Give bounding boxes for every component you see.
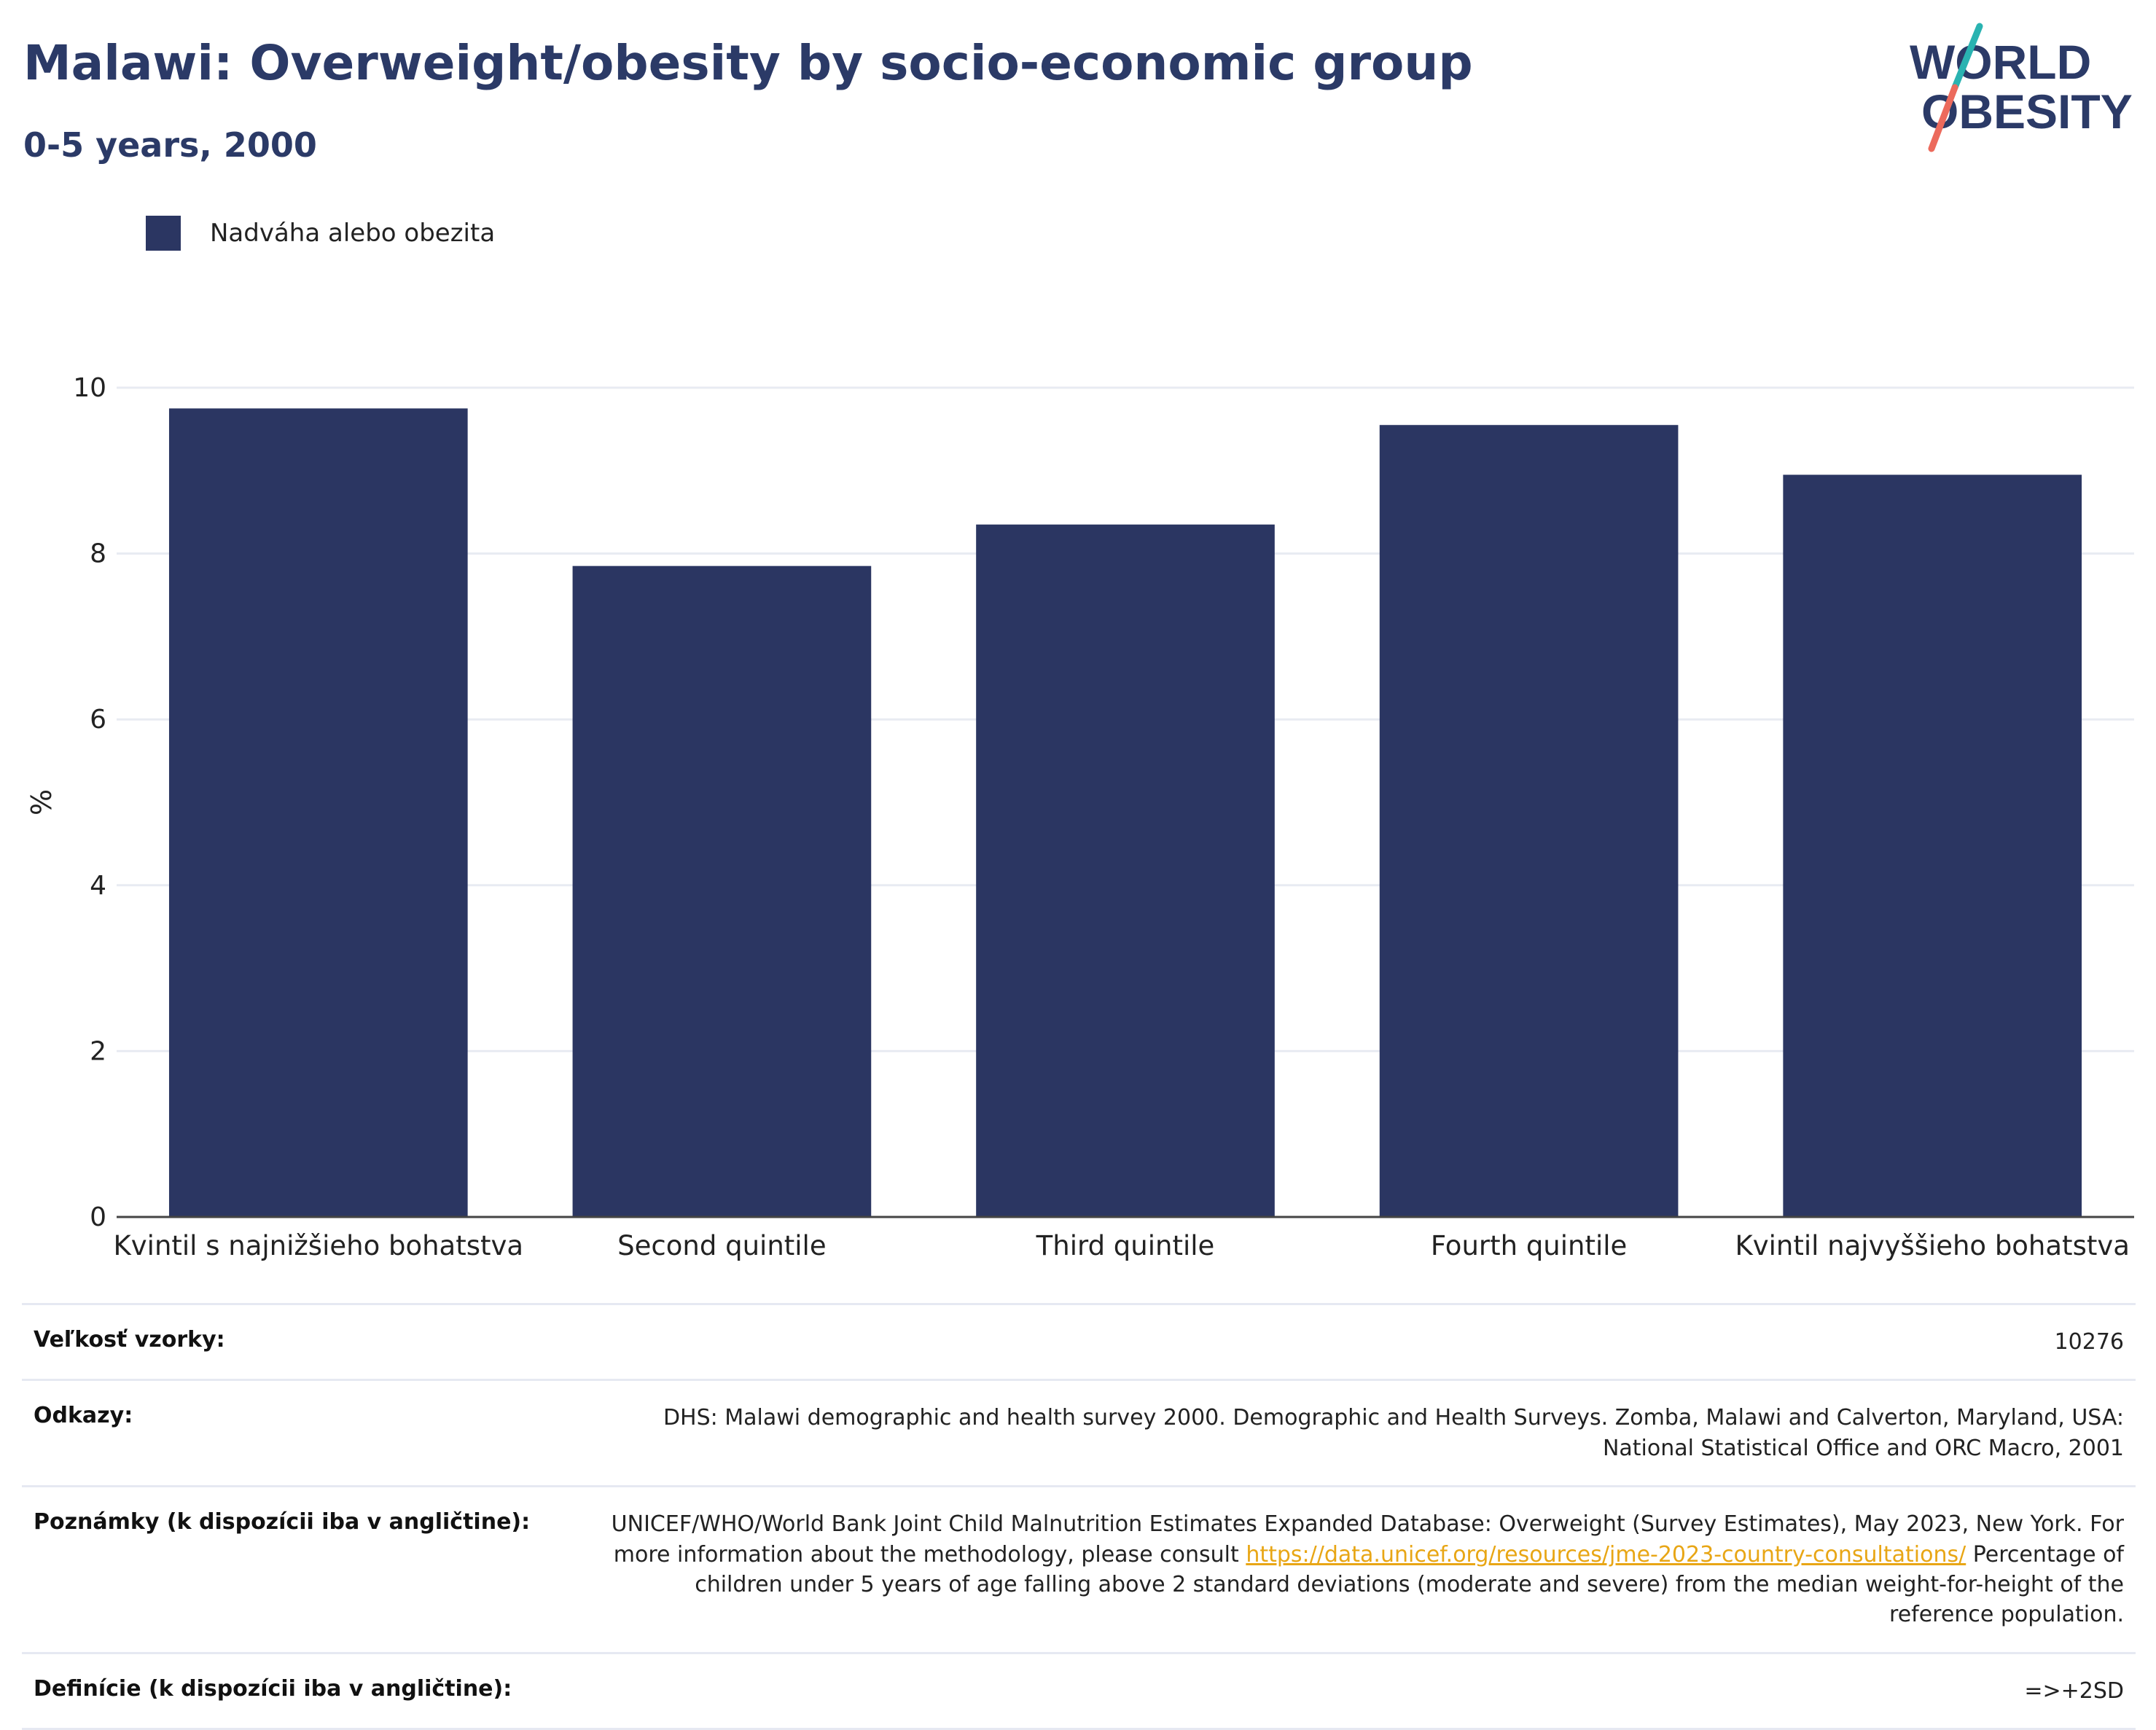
- references-value: DHS: Malawi demographic and health surve…: [663, 1405, 2124, 1461]
- y-tick-label: 10: [73, 373, 106, 403]
- notes-label: Poznámky (k dispozícii iba v angličtine)…: [34, 1509, 531, 1535]
- bar: [168, 408, 468, 1218]
- notes-text-after: Percentage of children under 5 years of …: [695, 1541, 2124, 1628]
- logo-line-1: WORLD: [1910, 35, 2091, 89]
- x-tick-label: Kvintil najvyššieho bohatstva: [1735, 1230, 2129, 1261]
- bar: [572, 565, 872, 1217]
- references-row: Odkazy: DHS: Malawi demographic and heal…: [22, 1379, 2136, 1485]
- y-axis-label: %: [26, 789, 58, 815]
- notes-link[interactable]: https://data.unicef.org/resources/jme-20…: [1246, 1541, 1966, 1567]
- logo-line-2: OBESITY: [1921, 85, 2133, 138]
- x-tick-label: Kvintil s najnižšieho bohatstva: [114, 1230, 524, 1261]
- y-tick-label: 8: [90, 539, 106, 569]
- definitions-row: Definície (k dispozícii iba v angličtine…: [22, 1651, 2136, 1730]
- legend-swatch: [146, 216, 181, 251]
- bar: [1379, 425, 1679, 1218]
- chart-subtitle: 0-5 years, 2000: [23, 125, 317, 165]
- logo-slash-top: [1951, 23, 1983, 91]
- legend: Nadváha alebo obezita: [146, 216, 495, 251]
- bar-chart: 0 2 4 6 8 10 Kvintil s najnižšieho bohatstva Se…: [26, 373, 2134, 1261]
- notes-value: UNICEF/WHO/World Bank Joint Child Malnut…: [593, 1509, 2124, 1630]
- bar: [976, 524, 1275, 1217]
- y-tick-label: 0: [90, 1202, 106, 1232]
- logo-slash-bottom: [1928, 84, 1958, 152]
- sample-size-value: 10276: [2054, 1329, 2124, 1355]
- metadata-table: Veľkosť vzorky: 10276 Odkazy: DHS: Malaw…: [22, 1303, 2136, 1730]
- y-tick-label: 2: [90, 1036, 106, 1066]
- definitions-value: =>+2SD: [2024, 1678, 2124, 1704]
- notes-row: Poznámky (k dispozícii iba v angličtine)…: [22, 1485, 2136, 1652]
- y-tick-label: 6: [90, 705, 106, 735]
- notes-text-before: UNICEF/WHO/World Bank Joint Child Malnut…: [611, 1511, 2124, 1567]
- definitions-label: Definície (k dispozícii iba v angličtine…: [34, 1675, 512, 1702]
- sample-size-label: Veľkosť vzorky:: [34, 1327, 225, 1353]
- legend-label: Nadváha alebo obezita: [210, 219, 496, 248]
- bar: [1783, 474, 2082, 1217]
- sample-size-row: Veľkosť vzorky: 10276: [22, 1303, 2136, 1379]
- x-tick-label: Second quintile: [617, 1230, 826, 1261]
- x-tick-label: Third quintile: [1036, 1230, 1215, 1261]
- chart-title: Malawi: Overweight/obesity by socio-econ…: [23, 35, 1473, 91]
- x-tick-label: Fourth quintile: [1431, 1230, 1627, 1261]
- references-label: Odkazy:: [34, 1403, 133, 1429]
- y-tick-label: 4: [90, 871, 106, 901]
- world-obesity-logo: WORLD OBESITY: [1910, 23, 2133, 152]
